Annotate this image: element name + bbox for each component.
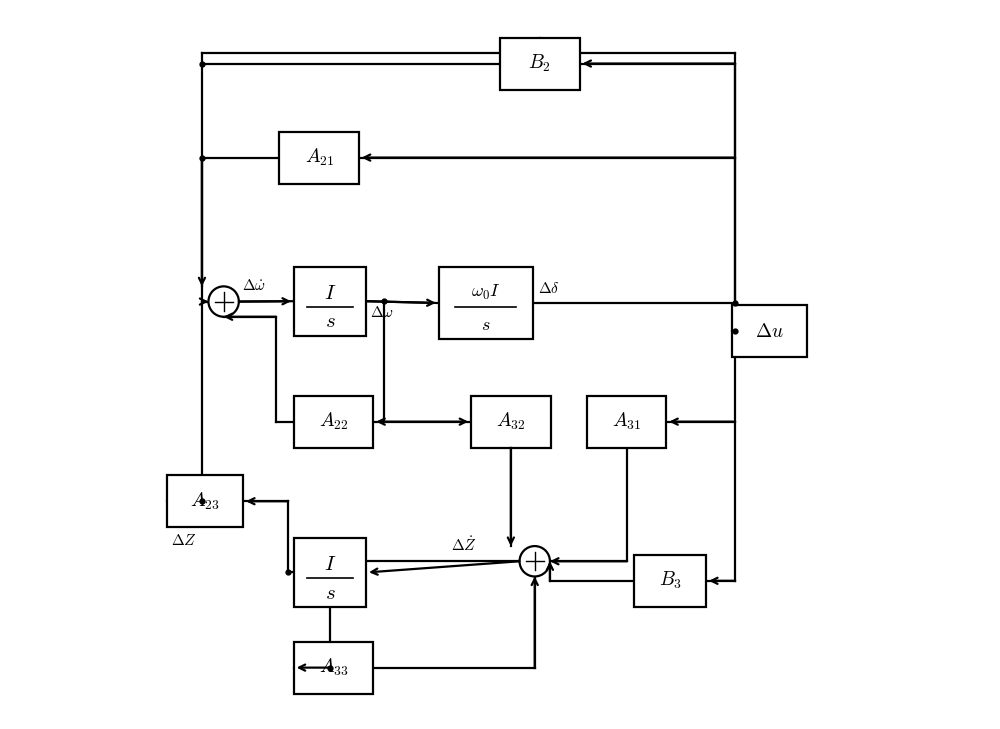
Text: $A_{21}$: $A_{21}$ (305, 147, 334, 168)
Circle shape (208, 286, 239, 317)
Text: $B_3$: $B_3$ (659, 570, 682, 591)
Bar (167, 475, 243, 527)
Text: $A_{31}$: $A_{31}$ (612, 411, 641, 432)
Text: $I$: $I$ (324, 283, 336, 303)
Text: $A_{33}$: $A_{33}$ (319, 657, 348, 678)
Bar (732, 305, 807, 357)
Bar (294, 267, 366, 335)
Bar (587, 396, 666, 448)
Bar (634, 555, 706, 607)
Bar (500, 37, 580, 90)
Bar (471, 396, 551, 448)
Bar (294, 642, 373, 694)
Text: $\Delta Z$: $\Delta Z$ (171, 533, 197, 548)
Text: $I$: $I$ (324, 554, 336, 574)
Text: $s$: $s$ (481, 316, 490, 334)
Text: $s$: $s$ (325, 311, 335, 332)
Text: $B_2$: $B_2$ (528, 53, 551, 74)
Text: $A_{22}$: $A_{22}$ (319, 411, 348, 432)
Bar (279, 131, 359, 184)
Text: $A_{23}$: $A_{23}$ (190, 491, 220, 512)
Bar (294, 396, 373, 448)
Text: $\omega_0 I$: $\omega_0 I$ (471, 283, 500, 302)
Text: $\Delta u$: $\Delta u$ (755, 321, 784, 340)
Text: $\Delta\dot{Z}$: $\Delta\dot{Z}$ (451, 535, 477, 554)
Text: $s$: $s$ (325, 582, 335, 603)
Text: $\Delta\delta$: $\Delta\delta$ (538, 281, 560, 296)
Bar (294, 538, 366, 607)
Text: $A_{32}$: $A_{32}$ (496, 411, 526, 432)
Circle shape (520, 546, 550, 577)
Text: $\Delta\omega$: $\Delta\omega$ (370, 305, 394, 320)
Bar (439, 267, 533, 339)
Text: $\Delta\dot{\omega}$: $\Delta\dot{\omega}$ (242, 278, 266, 293)
